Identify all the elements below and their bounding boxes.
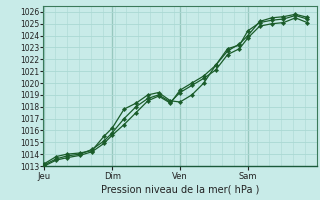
X-axis label: Pression niveau de la mer( hPa ): Pression niveau de la mer( hPa ): [101, 185, 259, 195]
